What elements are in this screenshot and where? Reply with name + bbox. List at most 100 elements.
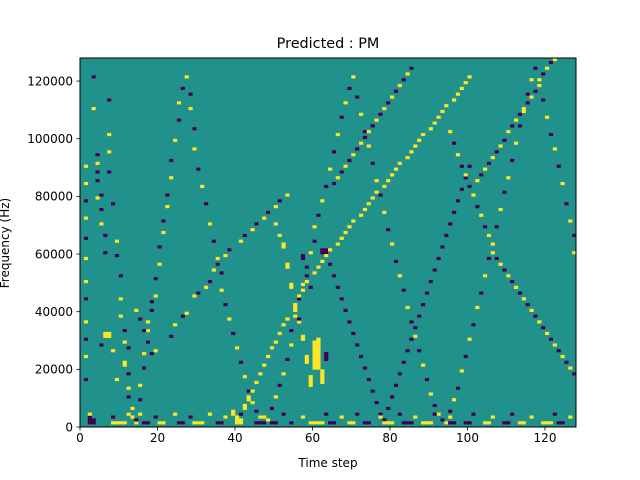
heatmap-cell: [556, 164, 561, 168]
heatmap-cell: [184, 311, 189, 315]
heatmap-cell: [393, 89, 399, 93]
heatmap-cell: [300, 334, 306, 338]
y-axis: 0 20000 40000 60000 80000 100000 120000: [27, 74, 80, 434]
heatmap-cell: [246, 398, 251, 402]
heatmap-cell: [471, 323, 476, 327]
heatmap-cell: [83, 354, 89, 359]
heatmap-cell: [409, 150, 414, 154]
heatmap-cell: [335, 176, 340, 180]
heatmap-cell: [545, 66, 550, 70]
heatmap-cell: [91, 421, 96, 425]
heatmap-cell: [428, 127, 433, 131]
heatmap-cell: [200, 184, 205, 189]
heatmap-cell: [483, 225, 488, 229]
heatmap-cell: [246, 389, 251, 393]
heatmap-cell: [316, 363, 321, 367]
heatmap-cell: [223, 415, 228, 419]
heatmap-cell: [215, 256, 220, 261]
heatmap-cell: [541, 421, 546, 425]
heatmap-cell: [386, 179, 391, 183]
heatmap-cell: [297, 320, 302, 324]
heatmap-cell: [324, 254, 329, 258]
heatmap-cell: [525, 303, 530, 307]
heatmap-cell: [118, 314, 123, 318]
heatmap-cell: [405, 72, 410, 76]
heatmap-cell: [114, 239, 120, 243]
heatmap-cell: [413, 415, 418, 419]
heatmap-cell: [397, 83, 402, 88]
heatmap-cell: [529, 78, 534, 82]
heatmap-cell: [417, 349, 422, 353]
heatmap-cell: [173, 412, 178, 416]
heatmap-cell: [254, 421, 259, 425]
heatmap-cell: [529, 308, 534, 312]
heatmap-cell: [235, 421, 240, 425]
heatmap-cell: [285, 265, 290, 269]
heatmap-cell: [378, 193, 383, 197]
heatmap-cell: [122, 421, 127, 425]
heatmap-cell: [277, 233, 282, 238]
heatmap-cell: [331, 181, 337, 186]
x-axis: 0 20 40 60 80 100 120: [76, 427, 556, 445]
heatmap-cell: [254, 380, 259, 385]
x-tick-label: 40: [227, 431, 242, 445]
heatmap-cell: [176, 421, 182, 425]
heatmap-cell: [537, 78, 542, 82]
heatmap-cell: [87, 418, 92, 422]
heatmap-cell: [316, 357, 321, 361]
heatmap-cell: [339, 170, 344, 174]
heatmap-cell: [227, 317, 232, 321]
heatmap-cell: [409, 66, 414, 70]
heatmap-cell: [145, 340, 151, 344]
heatmap-cell: [506, 274, 511, 278]
heatmap-cell: [192, 127, 197, 131]
heatmap-cell: [254, 222, 259, 226]
heatmap-cell: [517, 421, 523, 425]
heatmap-cell: [300, 254, 306, 258]
heatmap-cell: [153, 294, 158, 298]
heatmap-cell: [320, 380, 325, 385]
heatmap-cell: [316, 265, 321, 269]
heatmap-cell: [483, 274, 488, 278]
heatmap-cell: [514, 118, 519, 122]
heatmap-cell: [161, 219, 166, 223]
heatmap-cell: [134, 418, 139, 422]
heatmap-cell: [541, 72, 546, 76]
heatmap-cell: [289, 328, 294, 333]
heatmap-cell: [560, 421, 565, 425]
heatmap-cell: [122, 340, 127, 344]
heatmap-cell: [316, 337, 321, 341]
heatmap-cell: [459, 369, 464, 373]
heatmap-cell: [83, 337, 89, 341]
heatmap-cell: [552, 343, 557, 347]
heatmap-cell: [444, 421, 449, 425]
y-tick-label: 100000: [27, 132, 73, 146]
heatmap-cell: [169, 176, 174, 180]
heatmap-cell: [277, 383, 282, 387]
heatmap-cell: [390, 395, 395, 399]
heatmap-cell: [312, 421, 317, 425]
heatmap-cell: [157, 245, 162, 249]
heatmap-cell: [316, 366, 321, 370]
heatmap-cell: [196, 291, 201, 295]
heatmap-cell: [545, 331, 550, 336]
heatmap-cell: [521, 297, 526, 301]
heatmap-cell: [316, 354, 321, 359]
heatmap-cell: [204, 202, 209, 206]
heatmap-cell: [467, 337, 472, 341]
heatmap-cell: [320, 248, 325, 252]
heatmap-cell: [308, 285, 313, 289]
heatmap-cell: [308, 421, 313, 425]
heatmap-cell: [312, 363, 317, 367]
heatmap-cell: [165, 205, 170, 209]
heatmap-cell: [320, 199, 325, 203]
heatmap-cell: [300, 288, 306, 292]
heatmap-cell: [328, 421, 333, 425]
heatmap-cell: [114, 377, 120, 382]
heatmap-cell: [118, 297, 123, 301]
heatmap-cell: [417, 138, 422, 142]
heatmap-cell: [401, 421, 406, 425]
heatmap-cell: [324, 248, 329, 252]
heatmap-cell: [308, 377, 313, 382]
heatmap-cell: [343, 230, 348, 235]
